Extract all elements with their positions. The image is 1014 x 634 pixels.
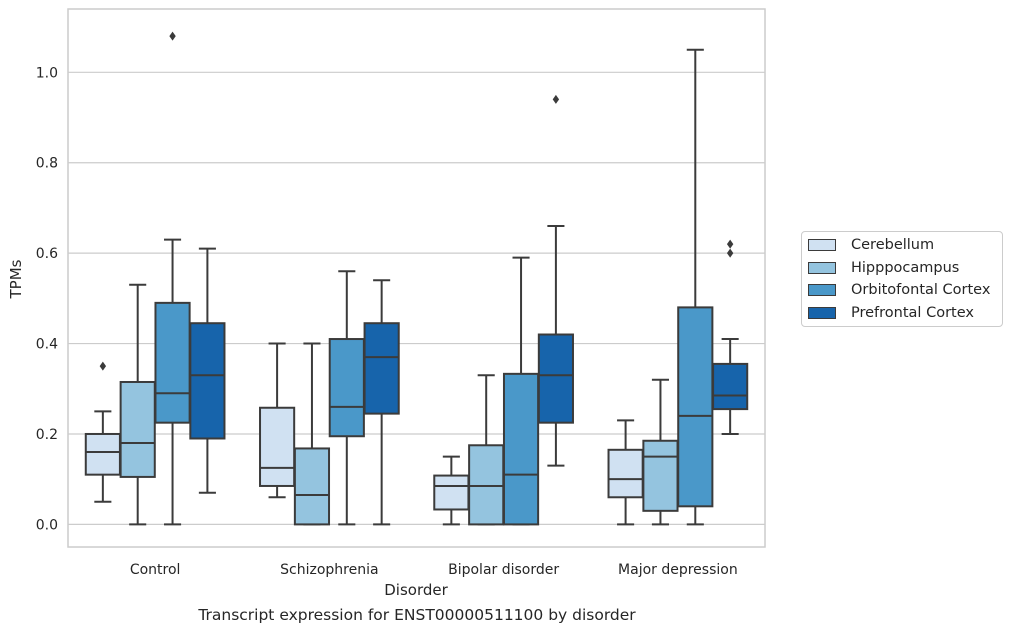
- outlier-point: [99, 361, 107, 371]
- box-group: [189, 247, 226, 494]
- box-group: [154, 31, 191, 526]
- x-tick-label: Major depression: [618, 562, 738, 578]
- box-group: [502, 256, 540, 526]
- y-tick-label: 0.2: [36, 427, 58, 443]
- box-group: [468, 374, 505, 526]
- y-axis-label: TPMs: [7, 259, 25, 299]
- legend-item-hippocampus: Hipppocampus: [808, 258, 959, 278]
- legend-item-prefrontal-cortex: Prefrontal Cortex: [808, 303, 974, 323]
- box-group: [259, 342, 296, 499]
- box-group: [119, 283, 156, 526]
- legend-swatch-cerebellum: [808, 239, 836, 251]
- box-group: [433, 455, 470, 526]
- box-iqr: [154, 301, 191, 424]
- box-iqr: [259, 406, 296, 487]
- box-iqr: [607, 448, 644, 499]
- legend-label-hippocampus: Hipppocampus: [851, 260, 960, 276]
- y-tick-label: 0.6: [36, 246, 58, 262]
- y-axis-ticks: 0.0 0.2 0.4 0.6 0.8 1.0: [36, 65, 58, 533]
- x-axis-ticks: Control Schizophrenia Bipolar disorder Majo…: [130, 562, 738, 578]
- legend-label-cerebellum: Cerebellum: [851, 237, 935, 253]
- legend-label-prefrontal-cortex: Prefrontal Cortex: [851, 305, 974, 321]
- chart-caption: Transcript expression for ENST0000051110…: [198, 606, 636, 624]
- y-tick-label: 0.4: [36, 337, 58, 353]
- box-iqr: [537, 333, 574, 424]
- box-iqr: [677, 306, 714, 508]
- box-iqr: [363, 322, 400, 415]
- box-iqr: [642, 439, 679, 512]
- y-tick-label: 1.0: [36, 65, 58, 81]
- outlier-point: [169, 31, 176, 41]
- box-plot-marks: [84, 31, 749, 526]
- box-group: [363, 279, 400, 526]
- legend-swatch-hippocampus: [808, 262, 836, 274]
- box-group: [328, 270, 365, 526]
- outlier-point: [552, 94, 560, 104]
- outlier-point: [726, 239, 734, 249]
- box-iqr: [189, 322, 226, 440]
- outlier-point: [726, 248, 734, 258]
- legend-item-orbitofrontal-cortex: Orbitofontal Cortex: [808, 280, 990, 300]
- box-group: [677, 48, 714, 526]
- box-iqr: [712, 362, 749, 411]
- y-tick-label: 0.0: [36, 517, 58, 533]
- legend-swatch-prefrontal-cortex: [808, 307, 836, 319]
- x-tick-label: Schizophrenia: [280, 562, 378, 578]
- box-group: [712, 239, 749, 435]
- box-iqr: [84, 432, 121, 476]
- box-group: [642, 378, 679, 526]
- x-tick-label: Bipolar disorder: [448, 562, 559, 578]
- box-iqr: [328, 338, 365, 438]
- box-group: [84, 361, 121, 503]
- legend-swatch-orbitofrontal-cortex: [808, 284, 836, 296]
- legend-item-cerebellum: Cerebellum: [808, 235, 934, 255]
- x-axis-label: Disorder: [384, 581, 448, 599]
- box-iqr: [433, 474, 470, 511]
- box-iqr: [293, 447, 331, 526]
- plot-area-frame: [67, 8, 766, 548]
- legend-label-orbitofrontal-cortex: Orbitofontal Cortex: [851, 282, 991, 298]
- box-iqr: [119, 380, 156, 478]
- x-tick-label: Control: [130, 562, 181, 578]
- y-tick-label: 0.8: [36, 156, 58, 172]
- box-iqr: [502, 372, 540, 526]
- legend: Cerebellum Hipppocampus Orbitofontal Cor…: [801, 231, 1003, 327]
- box-group: [537, 94, 574, 467]
- box-group: [607, 419, 644, 526]
- box-iqr: [468, 444, 505, 526]
- box-group: [293, 342, 331, 526]
